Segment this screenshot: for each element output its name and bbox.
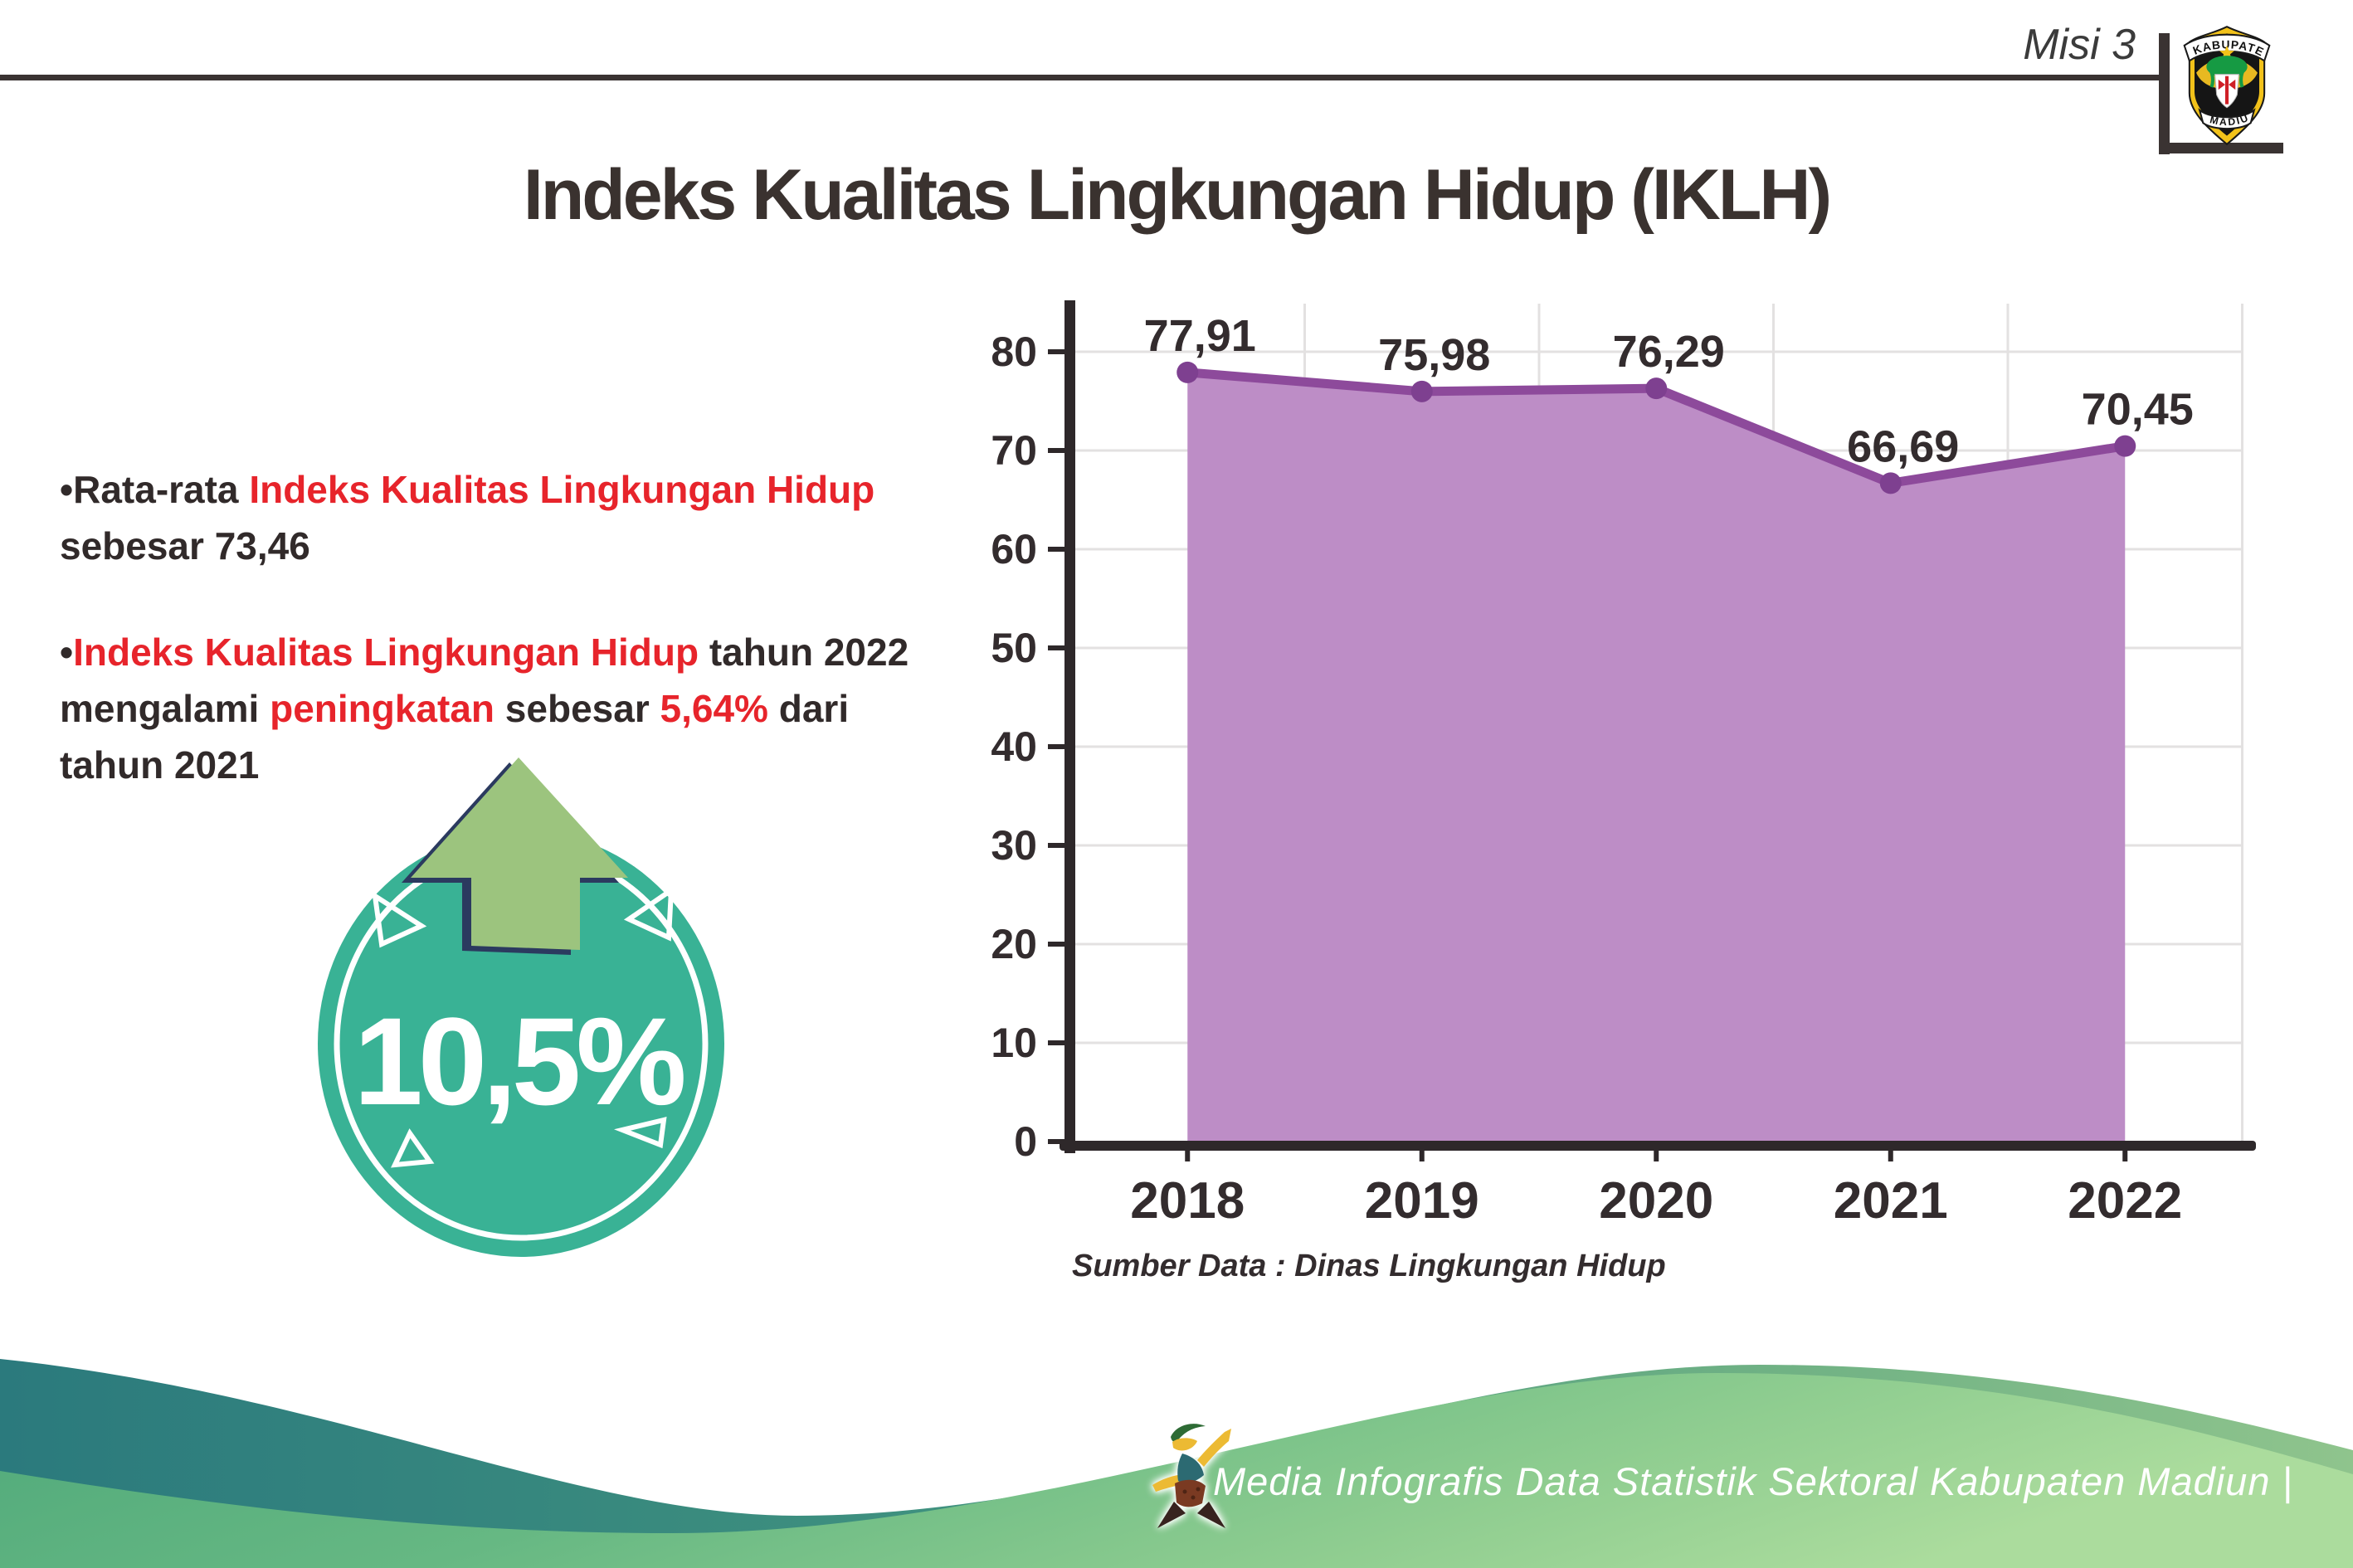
text-segment: mengalami [60, 687, 270, 730]
footer-credit: Media Infografis Data Statistik Sektoral… [1213, 1459, 2293, 1503]
y-tick-label: 80 [991, 329, 1037, 375]
y-tick [1048, 1139, 1064, 1144]
data-point [1176, 361, 1199, 383]
y-tick-label: 70 [991, 427, 1037, 474]
x-tick [1654, 1151, 1659, 1161]
wave-green [0, 1373, 2353, 1568]
bullet-average-iklh: •Rata-rata Indeks Kualitas Lingkungan Hi… [60, 461, 1006, 574]
y-tick [1048, 645, 1064, 650]
data-point [1645, 377, 1668, 400]
tree-canopy [2206, 56, 2248, 78]
text-segment-highlight: Indeks Kualitas Lingkungan Hidup [249, 468, 875, 511]
bullet-dot: • [60, 468, 74, 511]
regency-crest-icon: KABUPATEN MADIUN [2166, 9, 2271, 146]
y-tick-label: 0 [1014, 1118, 1037, 1165]
x-tick-label: 2020 [1599, 1172, 1713, 1230]
x-tick-label: 2022 [2068, 1172, 2182, 1230]
x-tick [1888, 1151, 1893, 1161]
sparkle-triangle-ne [623, 885, 675, 942]
star-icon [2219, 45, 2235, 60]
data-label: 70,45 [2082, 385, 2194, 435]
y-tick-label: 20 [991, 921, 1037, 967]
y-tick [1048, 744, 1064, 749]
skirt-dot [1182, 1489, 1187, 1494]
y-tick [1048, 349, 1064, 354]
header-rule [0, 75, 2159, 80]
mascot-skirt [1175, 1479, 1206, 1507]
mascot-hat [1171, 1424, 1206, 1443]
mascot-face [1172, 1438, 1197, 1451]
y-tick-label: 40 [991, 723, 1037, 770]
data-label: 77,91 [1144, 311, 1256, 361]
kabupaten-madiun-logo-icon: KABUPATEN MADIUN [2166, 9, 2283, 153]
page-title: Indeks Kualitas Lingkungan Hidup (IKLH) [523, 154, 1832, 235]
sparkle-triangle-se [614, 1117, 667, 1149]
y-tick [1048, 942, 1064, 947]
y-tick [1048, 1040, 1064, 1045]
text-segment: dari [767, 687, 850, 730]
text-segment: tahun 2021 [60, 743, 260, 786]
data-label: 66,69 [1847, 421, 1959, 471]
badge-value: 10,5% [353, 991, 684, 1131]
bullet-dot: • [60, 631, 74, 674]
area-fill [1187, 372, 2126, 1142]
misi-label: Misi 3 [2023, 21, 2136, 69]
up-arrow-icon [411, 757, 628, 950]
text-segment-highlight: 5,64% [660, 687, 768, 730]
x-tick-label: 2019 [1365, 1172, 1479, 1230]
banner-bottom [2198, 108, 2256, 130]
x-tick-label: 2018 [1130, 1172, 1245, 1230]
x-tick [1419, 1151, 1425, 1161]
y-tick [1048, 547, 1064, 552]
text-segment-highlight: peningkatan [270, 687, 495, 730]
data-point [2114, 435, 2136, 457]
skirt-dot [1196, 1487, 1201, 1492]
text-segment: sebesar 73,46 [60, 524, 310, 567]
mascot-icon [1147, 1419, 1240, 1539]
mascot-leg-right [1197, 1502, 1225, 1528]
y-tick-label: 50 [991, 625, 1037, 671]
data-label: 75,98 [1378, 330, 1490, 380]
flags-icon [2218, 79, 2236, 90]
text-segment: Rata-rata [73, 468, 250, 511]
text-segment: sebesar [494, 687, 660, 730]
chart-source-label: Sumber Data : Dinas Lingkungan Hidup [1072, 1249, 1666, 1283]
text-segment: tahun 2022 [699, 631, 909, 674]
text-segment-highlight: Indeks Kualitas Lingkungan Hidup [73, 631, 699, 674]
logo-frame-vertical [2159, 33, 2170, 154]
increase-badge-graphic: 10,5% [318, 757, 724, 1257]
footer-wave [0, 1359, 2353, 1568]
y-tick-label: 30 [991, 822, 1037, 869]
x-tick [2122, 1151, 2128, 1161]
y-axis [1064, 300, 1075, 1153]
data-label: 76,29 [1613, 327, 1725, 377]
data-point [1879, 472, 1902, 494]
key-points: •Rata-rata Indeks Kualitas Lingkungan Hi… [60, 461, 1006, 843]
skirt-dot [1191, 1495, 1196, 1500]
y-tick [1048, 448, 1064, 453]
iklh-area-chart: 0 10 20 30 40 50 60 70 80 2018 2019 2020 2021 2022 77,… [991, 300, 2256, 1283]
y-tick-label: 10 [991, 1020, 1037, 1066]
mascot-leg-left [1157, 1502, 1186, 1528]
sparkle-triangle-sw [391, 1128, 435, 1168]
data-point [1410, 380, 1433, 402]
bullet-iklh-increase: •Indeks Kualitas Lingkungan Hidup tahun … [60, 624, 1006, 793]
logo-frame-horizontal [2159, 143, 2283, 153]
increase-badge: 10,5% [299, 737, 747, 1282]
y-tick-label: 60 [991, 526, 1037, 572]
x-axis [1060, 1141, 2256, 1151]
x-tick [1185, 1151, 1191, 1161]
mascot-torso [1177, 1454, 1204, 1483]
dancer-icon [1152, 1424, 1231, 1528]
y-tick [1048, 843, 1064, 848]
x-tick-label: 2021 [1834, 1172, 1948, 1230]
sparkle-triangle-nw [372, 890, 427, 948]
mascot-arm-raised [1197, 1429, 1231, 1467]
